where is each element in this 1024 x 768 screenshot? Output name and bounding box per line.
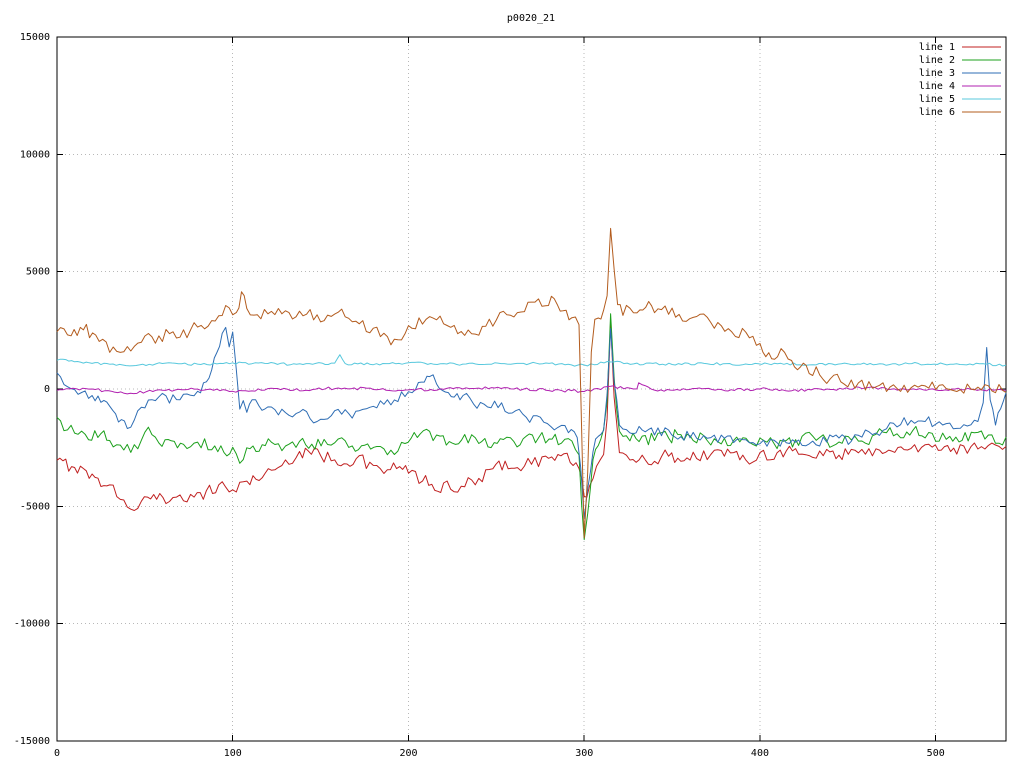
legend-label: line 5 [919, 94, 955, 105]
legend-label: line 3 [919, 68, 955, 79]
y-tick-label: 5000 [26, 267, 50, 278]
legend-label: line 6 [919, 107, 955, 118]
x-tick-label: 300 [575, 748, 593, 759]
series [56, 227, 1007, 541]
x-tick-label: 100 [224, 748, 242, 759]
x-tick-label: 200 [399, 748, 417, 759]
y-tick-label: -15000 [14, 736, 50, 747]
legend: line 1 line 2 line 3 line 4 line 5 line 6 [919, 42, 1001, 118]
x-tick-label: 500 [927, 748, 945, 759]
chart-title: p0020_21 [507, 13, 555, 24]
x-tick-label: 400 [751, 748, 769, 759]
legend-entry-2: line 2 [919, 55, 1001, 66]
legend-entry-5: line 5 [919, 94, 1001, 105]
legend-entry-3: line 3 [919, 68, 1001, 79]
series-line-6 [56, 227, 1007, 539]
series-line-5 [56, 354, 1007, 367]
series-line-4 [56, 382, 1007, 395]
series-line-3 [56, 326, 1007, 519]
series-line-2 [56, 313, 1007, 541]
axes: 0 100 200 300 400 500 -15000 -10000 -5000 0 5000 10… [14, 32, 1007, 759]
y-tick-label: -5000 [20, 501, 50, 512]
legend-entry-6: line 6 [919, 107, 1001, 118]
legend-entry-4: line 4 [919, 81, 1001, 92]
series-line-1 [56, 320, 1007, 511]
legend-entry-1: line 1 [919, 42, 1001, 53]
plot-border [56, 36, 1007, 742]
y-tick-label: 15000 [20, 32, 50, 43]
y-tick-label: -10000 [14, 619, 50, 630]
x-tick-label: 0 [54, 748, 60, 759]
legend-label: line 4 [919, 81, 955, 92]
legend-label: line 2 [919, 55, 955, 66]
legend-label: line 1 [919, 42, 955, 53]
y-tick-label: 0 [44, 384, 50, 395]
y-tick-label: 10000 [20, 149, 50, 160]
grid [56, 36, 1006, 742]
